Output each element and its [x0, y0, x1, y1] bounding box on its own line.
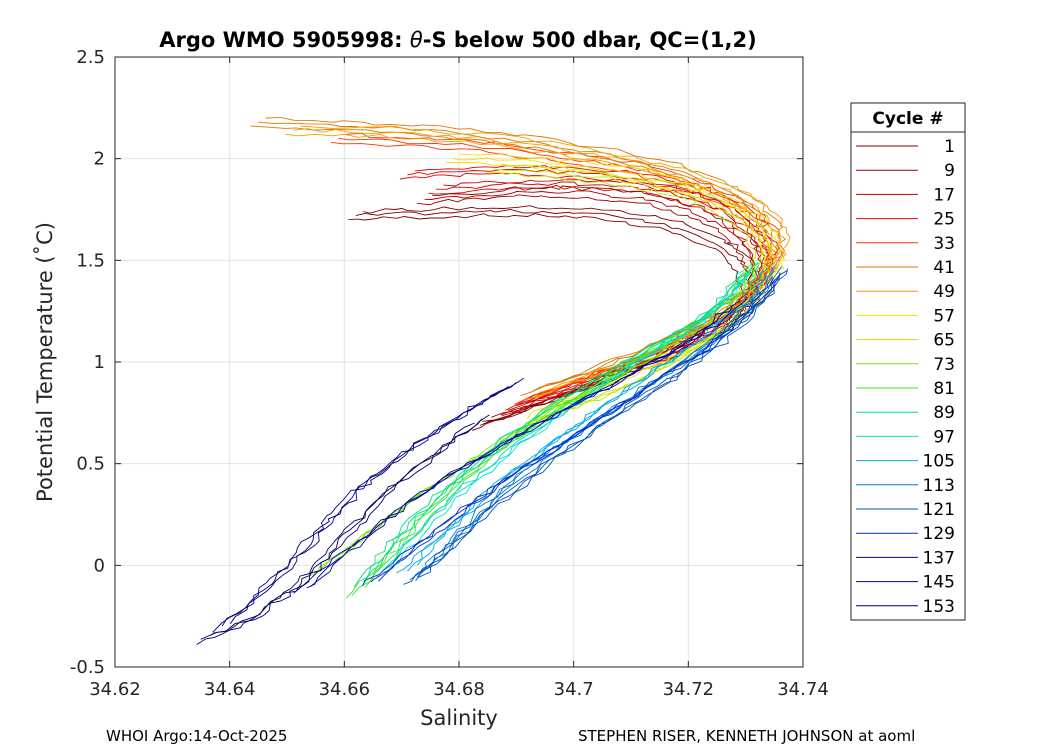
- series-line-cycle-105: [407, 268, 769, 572]
- legend-label: 73: [933, 355, 955, 375]
- legend-label: 105: [923, 452, 955, 472]
- y-tick-label: 1.5: [76, 250, 105, 271]
- footer-right: STEPHEN RISER, KENNETH JOHNSON at aoml: [578, 727, 915, 745]
- series-line-cycle-57: [445, 161, 767, 420]
- legend-box: [850, 102, 966, 621]
- y-tick-label: 0.5: [76, 454, 105, 475]
- legend-label: 65: [933, 331, 955, 351]
- x-tick-label: 34.7: [554, 679, 594, 700]
- legend-label: 57: [933, 306, 955, 326]
- series-line-cycle-33: [346, 132, 783, 398]
- legend-title: Cycle #: [872, 109, 943, 129]
- y-tick-label: 1: [94, 352, 105, 373]
- legend-label: 49: [933, 282, 955, 302]
- legend-label: 121: [923, 500, 955, 520]
- legend-label: 153: [923, 597, 955, 617]
- y-tick-label: 0: [94, 555, 105, 576]
- series-line-cycle-129: [370, 274, 781, 583]
- series-line-cycle-81: [345, 274, 745, 599]
- series-line-cycle-105: [416, 264, 777, 566]
- legend-label: 9: [944, 161, 955, 181]
- x-tick-label: 34.64: [204, 679, 256, 700]
- legend-label: 81: [933, 379, 955, 399]
- series-line-cycle-49: [285, 133, 773, 401]
- legend-label: 97: [933, 427, 955, 447]
- y-tick-label: 2: [94, 149, 105, 170]
- x-tick-label: 34.62: [89, 679, 141, 700]
- series-line-cycle-97: [388, 262, 760, 568]
- x-tick-label: 34.68: [433, 679, 485, 700]
- footer-left: WHOI Argo:14-Oct-2025: [106, 727, 287, 745]
- axis-ticks: 34.62 34.64 34.66 34.68 34.7 34.72 34.74 -0.5 0 0…: [70, 47, 829, 700]
- series-line-cycle-121: [415, 272, 781, 582]
- series-line-cycle-113: [409, 274, 768, 581]
- series-line-cycle-145: [212, 386, 510, 633]
- y-tick-label: -0.5: [70, 657, 105, 678]
- legend: Cycle # 1 9 17 25 33 41 49 57 65 73 81 89 97 105 113 12…: [850, 102, 966, 621]
- legend-label: 137: [923, 548, 955, 568]
- x-axis-label: Salinity: [420, 706, 498, 730]
- series-line-cycle-89: [353, 272, 745, 588]
- series-line-cycle-81: [351, 270, 752, 596]
- legend-label: 17: [933, 185, 955, 205]
- series-line-cycle-137: [310, 296, 748, 587]
- series-line-cycle-129: [377, 270, 788, 582]
- x-tick-label: 34.72: [663, 679, 715, 700]
- series-line-cycle-1: [363, 205, 761, 422]
- legend-items: 1 9 17 25 33 41 49 57 65 73 81 89 97 105 113 121 129 137 1…: [856, 137, 955, 617]
- series-line-cycle-73: [311, 264, 746, 576]
- series-line-cycle-153: [200, 418, 483, 640]
- series-line-cycle-65: [500, 164, 774, 423]
- series-group: [196, 117, 791, 645]
- legend-label: 41: [933, 258, 955, 278]
- series-line-cycle-89: [365, 264, 760, 580]
- chart-title: Argo WMO 5905998: θ-S below 500 dbar, QC…: [159, 28, 756, 52]
- series-line-cycle-145: [230, 377, 525, 624]
- series-line-cycle-81: [364, 266, 760, 589]
- legend-label: 113: [923, 476, 955, 496]
- legend-label: 33: [933, 234, 955, 254]
- series-line-cycle-49: [292, 128, 782, 399]
- series-line-cycle-121: [418, 268, 788, 578]
- x-tick-label: 34.74: [777, 679, 829, 700]
- series-line-cycle-73: [332, 256, 763, 567]
- legend-label: 89: [933, 403, 955, 423]
- series-line-cycle-89: [363, 268, 752, 584]
- y-tick-label: 2.5: [76, 47, 105, 68]
- x-tick-label: 34.66: [319, 679, 371, 700]
- series-line-cycle-153: [210, 414, 490, 636]
- y-axis-label: Potential Temperature (˚C): [33, 222, 57, 502]
- series-line-cycle-41: [250, 125, 771, 397]
- series-line-cycle-25: [407, 169, 773, 404]
- legend-label: 25: [933, 210, 955, 230]
- legend-label: 1: [944, 137, 955, 157]
- series-line-cycle-17: [428, 184, 756, 417]
- legend-label: 145: [923, 573, 955, 593]
- legend-label: 129: [923, 524, 955, 544]
